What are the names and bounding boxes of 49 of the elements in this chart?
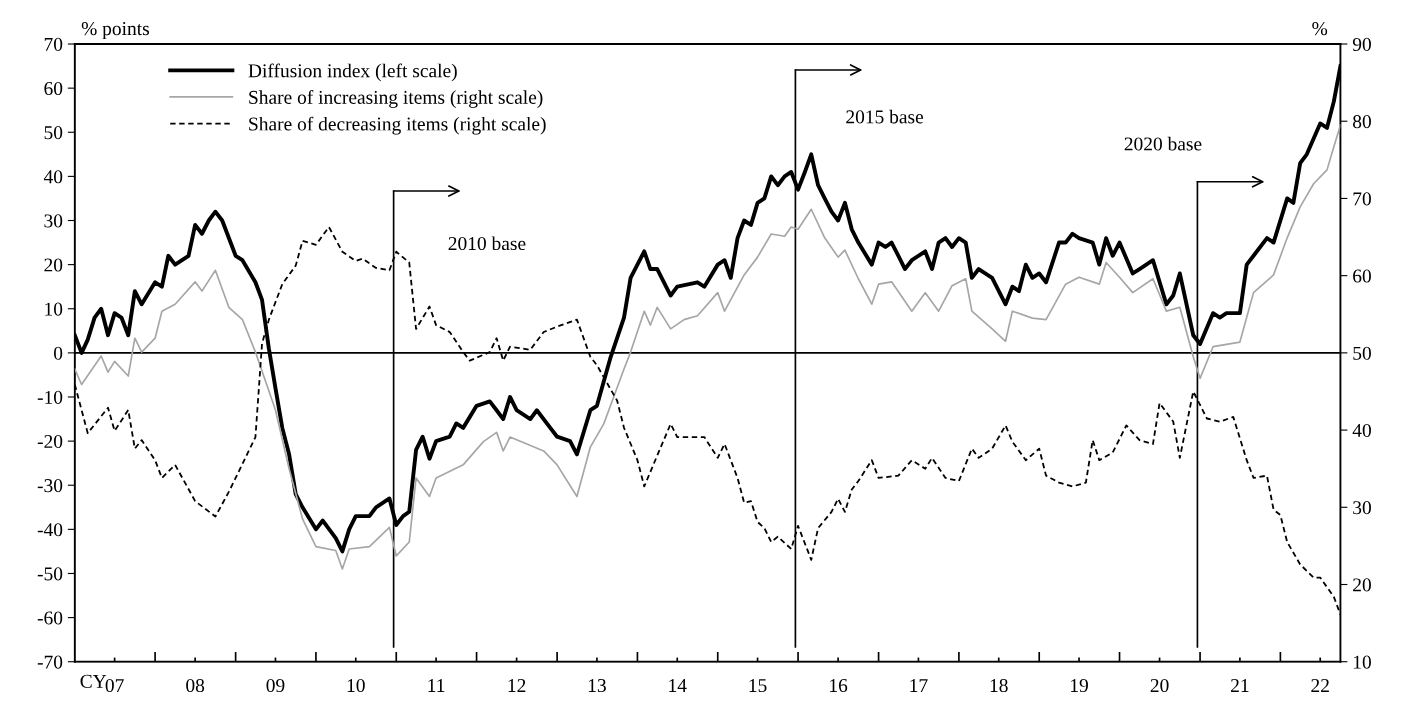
- y-tick-label: -20: [37, 434, 63, 449]
- y2-tick-label: 70: [1353, 192, 1371, 206]
- ref-line-label: 2010 base: [448, 236, 526, 251]
- x-tick-label: 21: [1231, 679, 1249, 692]
- legend-label: Share of decreasing items (right scale): [249, 116, 546, 135]
- x-tick-label: 20: [1150, 678, 1169, 693]
- x-tick-label: 10: [347, 678, 365, 693]
- x-tick-label: 14: [669, 679, 687, 692]
- y-tick-label: 50: [44, 126, 63, 140]
- y-tick-label: 70: [44, 37, 63, 51]
- y-tick-label: -70: [37, 655, 63, 669]
- y2-tick-label: 30: [1353, 501, 1371, 515]
- y2-tick-label: 20: [1353, 578, 1371, 592]
- x-tick-label: 19: [1071, 679, 1088, 693]
- x-tick-label: 11: [428, 679, 445, 692]
- y2-tick-label: 90: [1352, 37, 1371, 51]
- y-tick-label: 40: [43, 170, 63, 184]
- legend-label: Share of increasing items (right scale): [249, 90, 543, 108]
- y-tick-label: 10: [45, 302, 63, 316]
- y-tick-label: 0: [54, 346, 63, 360]
- x-tick-label: 22: [1311, 679, 1329, 692]
- x-tick-label: 13: [588, 679, 606, 693]
- y2-axis-title: %: [1312, 22, 1328, 36]
- y-tick-label: -40: [37, 523, 63, 537]
- ref-line-label: 2015 base: [846, 109, 924, 124]
- y2-tick-label: 40: [1352, 423, 1371, 438]
- y-tick-label: 30: [44, 214, 63, 228]
- y-tick-label: 60: [44, 81, 63, 96]
- x-tick-label: 07: [105, 678, 124, 693]
- x-tick-label: 16: [830, 679, 848, 693]
- y-tick-label: -10: [37, 390, 63, 404]
- y2-tick-label: 60: [1353, 269, 1371, 283]
- y-axis-title: % points: [81, 22, 149, 40]
- y-tick-label: -30: [37, 479, 63, 493]
- x-tick-label: 09: [266, 678, 285, 693]
- y-tick-label: -50: [37, 567, 63, 581]
- x-tick-label: 08: [186, 678, 205, 693]
- x-tick-label: 12: [508, 679, 526, 692]
- x-tick-label: 18: [990, 678, 1008, 693]
- ref-line-label: 2020 base: [1124, 136, 1202, 151]
- x-tick-label: 17: [910, 679, 928, 692]
- x-axis-title: CY: [80, 674, 107, 688]
- y-tick-label: 20: [44, 258, 63, 272]
- y2-tick-label: 50: [1353, 346, 1371, 360]
- y2-tick-label: 80: [1353, 115, 1371, 129]
- y-tick-label: -60: [37, 611, 63, 625]
- x-tick-label: 15: [749, 679, 767, 693]
- y2-tick-label: 10: [1353, 655, 1371, 669]
- legend-label: Diffusion index (left scale): [248, 63, 457, 82]
